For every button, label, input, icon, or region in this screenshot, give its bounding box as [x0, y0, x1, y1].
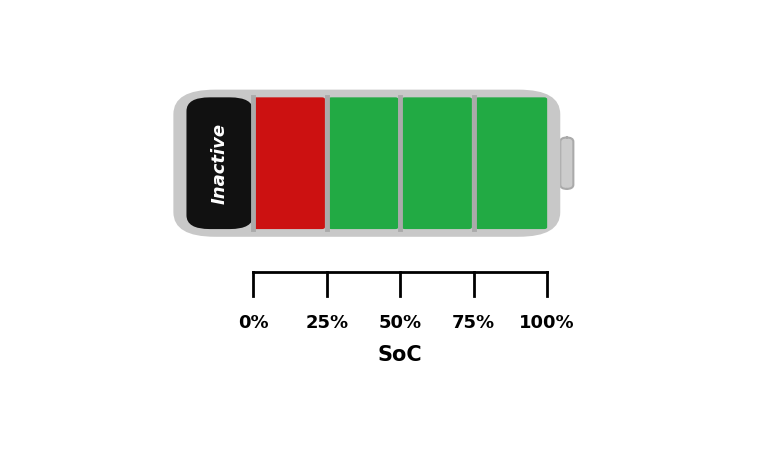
FancyBboxPatch shape: [475, 97, 547, 229]
Text: SoC: SoC: [378, 345, 422, 365]
Text: 75%: 75%: [452, 314, 495, 332]
FancyBboxPatch shape: [253, 97, 325, 229]
Text: 25%: 25%: [305, 314, 348, 332]
Text: 0%: 0%: [238, 314, 269, 332]
Text: Inactive: Inactive: [211, 123, 229, 204]
Text: 50%: 50%: [379, 314, 422, 332]
FancyBboxPatch shape: [561, 137, 574, 189]
FancyBboxPatch shape: [174, 90, 561, 237]
FancyBboxPatch shape: [402, 97, 472, 229]
FancyBboxPatch shape: [187, 97, 253, 229]
Text: 100%: 100%: [519, 314, 575, 332]
FancyBboxPatch shape: [329, 97, 399, 229]
